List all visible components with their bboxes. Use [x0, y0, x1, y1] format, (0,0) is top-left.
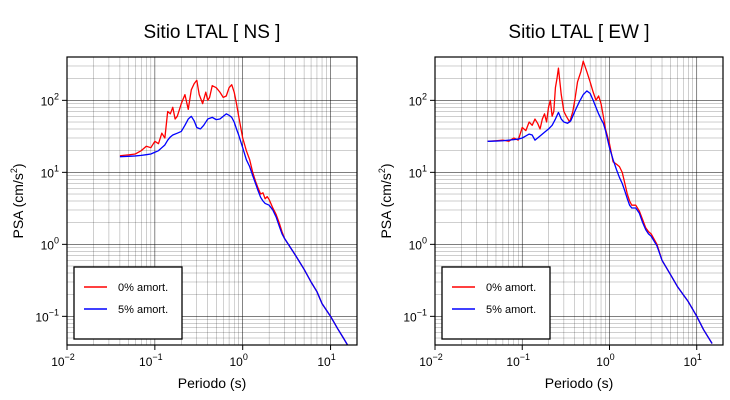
- x-tick-label: 10−1: [506, 352, 530, 369]
- legend-label: 5% amort.: [118, 304, 168, 316]
- y-tick-base: 10: [41, 166, 55, 180]
- y-tick-base: 10: [409, 166, 423, 180]
- y-tick-exponent: 1: [54, 163, 59, 173]
- y-tick-label: 102: [409, 91, 427, 108]
- x-axis-label: Periodo (s): [545, 375, 613, 391]
- plot-frame: [434, 56, 724, 346]
- legend-label: 5% amort.: [486, 304, 536, 316]
- y-tick-label: 101: [409, 163, 427, 180]
- series-group: [119, 79, 349, 345]
- y-tick-base: 10: [41, 94, 55, 108]
- y-axis-label: PSA (cm/s2): [377, 163, 394, 238]
- x-tick-base: 10: [51, 355, 65, 369]
- x-tick-label: 10−2: [419, 352, 443, 369]
- x-tick-exponent: 0: [243, 352, 248, 362]
- y-tick-label: 10−1: [35, 307, 59, 324]
- x-tick-base: 10: [506, 355, 520, 369]
- y-tick-label: 101: [41, 163, 59, 180]
- x-tick-label: 101: [317, 352, 335, 369]
- y-tick-base: 10: [409, 238, 423, 252]
- plot-frame: [66, 56, 358, 346]
- legend-label: 0% amort.: [486, 282, 536, 294]
- y-tick-base: 10: [41, 238, 55, 252]
- y-tick-exponent: 0: [54, 235, 59, 245]
- y-tick-exponent: 1: [422, 163, 427, 173]
- x-tick-exponent: −1: [520, 352, 530, 362]
- series-group: [487, 60, 713, 344]
- x-tick-base: 10: [596, 355, 610, 369]
- y-axis-label: PSA (cm/s2): [9, 163, 26, 238]
- legend-box: [441, 266, 551, 340]
- x-tick-exponent: 0: [610, 352, 615, 362]
- x-tick-label: 10−1: [139, 352, 163, 369]
- legend: 0% amort. 5% amort.: [73, 266, 183, 340]
- series-line-red: [487, 60, 713, 344]
- chart-title: Sitio LTAL [ NS ]: [144, 22, 281, 43]
- x-axis-label: Periodo (s): [178, 375, 246, 391]
- x-tick-exponent: 1: [331, 352, 336, 362]
- series-line-blue: [119, 113, 349, 345]
- chart-title: Sitio LTAL [ EW ]: [508, 22, 649, 43]
- y-tick-label: 100: [409, 235, 427, 252]
- y-tick-exponent: 2: [422, 91, 427, 101]
- x-tick-label: 100: [596, 352, 614, 369]
- y-tick-exponent: 2: [54, 91, 59, 101]
- y-axis-label-sup: 2: [9, 168, 19, 173]
- x-tick-exponent: −2: [433, 352, 443, 362]
- x-tick-label: 101: [684, 352, 702, 369]
- x-tick-base: 10: [684, 355, 698, 369]
- x-tick-base: 10: [419, 355, 433, 369]
- y-tick-exponent: −1: [417, 307, 427, 317]
- series-line-blue: [487, 90, 713, 344]
- x-tick-base: 10: [317, 355, 331, 369]
- y-tick-exponent: −1: [49, 307, 59, 317]
- y-axis-label-base: PSA (cm/s: [10, 173, 26, 238]
- y-tick-label: 10−1: [403, 307, 427, 324]
- x-tick-base: 10: [139, 355, 153, 369]
- legend: 0% amort. 5% amort.: [441, 266, 551, 340]
- y-tick-base: 10: [403, 310, 417, 324]
- y-axis-label-tail: ): [10, 163, 26, 168]
- y-axis-label-tail: ): [378, 163, 394, 168]
- y-tick-label: 102: [41, 91, 59, 108]
- x-tick-label: 10−2: [51, 352, 75, 369]
- x-tick-exponent: −1: [152, 352, 162, 362]
- x-tick-label: 100: [230, 352, 248, 369]
- x-tick-base: 10: [230, 355, 244, 369]
- y-tick-base: 10: [35, 310, 49, 324]
- x-tick-exponent: 1: [697, 352, 702, 362]
- y-axis-label-sup: 2: [377, 168, 387, 173]
- legend-label: 0% amort.: [118, 282, 168, 294]
- grid: [66, 56, 358, 346]
- y-tick-base: 10: [409, 94, 423, 108]
- y-tick-label: 100: [41, 235, 59, 252]
- y-axis-label-base: PSA (cm/s: [378, 173, 394, 238]
- x-tick-exponent: −2: [65, 352, 75, 362]
- legend-box: [73, 266, 183, 340]
- y-tick-exponent: 0: [422, 235, 427, 245]
